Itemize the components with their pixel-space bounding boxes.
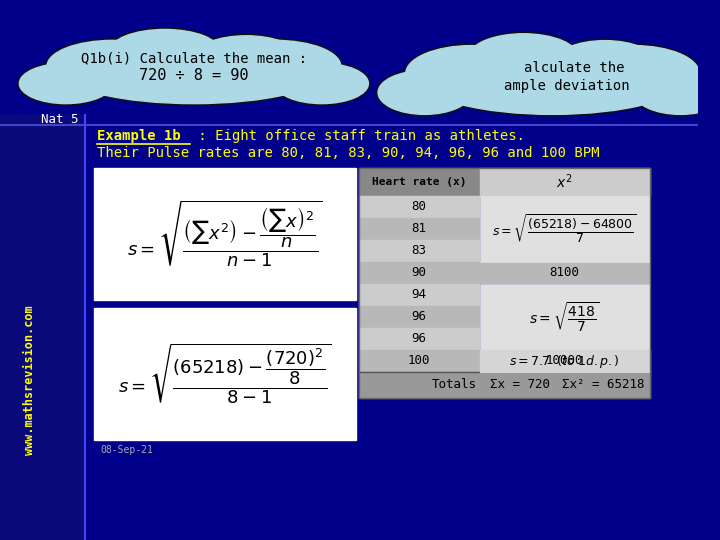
Ellipse shape — [552, 39, 657, 86]
Bar — [480, 350, 649, 372]
Ellipse shape — [47, 40, 178, 92]
Ellipse shape — [210, 40, 341, 92]
Bar — [480, 350, 649, 372]
Ellipse shape — [194, 34, 299, 78]
Text: Totals: Totals — [432, 379, 477, 392]
Text: 80: 80 — [411, 200, 426, 213]
Bar — [94, 168, 356, 300]
Text: 720 ÷ 8 = 90: 720 ÷ 8 = 90 — [139, 69, 248, 84]
Bar — [359, 328, 480, 350]
Text: $s = \sqrt{\dfrac{\left(\sum x^2\right) - \dfrac{\left(\sum x\right)^2}{n}}{n-1}: $s = \sqrt{\dfrac{\left(\sum x^2\right) … — [127, 199, 323, 269]
Text: ample deviation: ample deviation — [504, 79, 630, 93]
Ellipse shape — [569, 45, 699, 102]
Text: 100: 100 — [408, 354, 430, 368]
Ellipse shape — [108, 28, 222, 75]
Text: Heart rate (x): Heart rate (x) — [372, 177, 466, 187]
Ellipse shape — [420, 44, 685, 116]
Ellipse shape — [274, 62, 370, 105]
Bar — [480, 168, 649, 196]
Bar — [359, 168, 480, 196]
Text: 96: 96 — [411, 310, 426, 323]
Text: $s = 7.7 \;\; (to\; 1d.p.)$: $s = 7.7 \;\; (to\; 1d.p.)$ — [509, 353, 620, 369]
Text: 08-Sep-21: 08-Sep-21 — [101, 445, 153, 455]
Ellipse shape — [377, 69, 472, 116]
Bar — [359, 306, 480, 328]
Text: alculate the: alculate the — [523, 61, 624, 75]
Text: : Eight office staff train as athletes.: : Eight office staff train as athletes. — [190, 129, 525, 143]
Text: 96: 96 — [411, 333, 426, 346]
Text: 10000: 10000 — [546, 354, 583, 368]
Ellipse shape — [468, 33, 579, 81]
Ellipse shape — [405, 45, 536, 102]
Bar — [359, 284, 480, 306]
Ellipse shape — [109, 30, 220, 73]
Text: Σx = 720: Σx = 720 — [490, 379, 549, 392]
Ellipse shape — [634, 71, 720, 114]
Ellipse shape — [567, 44, 701, 103]
Text: $s = \sqrt{\dfrac{418}{7}}$: $s = \sqrt{\dfrac{418}{7}}$ — [529, 300, 600, 334]
Ellipse shape — [422, 45, 683, 114]
Bar — [359, 218, 480, 240]
Bar — [359, 196, 480, 218]
Text: www.mathsrevision.com: www.mathsrevision.com — [22, 305, 35, 455]
Ellipse shape — [63, 40, 325, 104]
Ellipse shape — [195, 36, 297, 76]
Text: 94: 94 — [411, 288, 426, 301]
Bar — [480, 284, 649, 350]
Ellipse shape — [61, 39, 326, 105]
Ellipse shape — [467, 32, 580, 83]
Text: 81: 81 — [411, 222, 426, 235]
Ellipse shape — [19, 63, 112, 104]
Text: $s = \sqrt{\dfrac{(65218) - \dfrac{(720)^2}{8}}{8-1}}$: $s = \sqrt{\dfrac{(65218) - \dfrac{(720)… — [118, 341, 332, 407]
Text: Nat 5: Nat 5 — [41, 113, 78, 126]
Bar — [480, 262, 649, 284]
Bar — [94, 308, 356, 440]
Bar — [359, 262, 480, 284]
Text: 83: 83 — [411, 245, 426, 258]
Ellipse shape — [378, 71, 471, 114]
Ellipse shape — [554, 40, 656, 84]
Text: 90: 90 — [411, 267, 426, 280]
Bar — [359, 240, 480, 262]
Bar — [480, 196, 649, 262]
Bar — [359, 168, 649, 398]
Ellipse shape — [18, 62, 114, 105]
Text: $x^2$: $x^2$ — [556, 173, 572, 191]
Ellipse shape — [208, 39, 342, 93]
Text: $s = \sqrt{\dfrac{(65218) - 64800}{7}}$: $s = \sqrt{\dfrac{(65218) - 64800}{7}}$ — [492, 213, 636, 245]
Bar — [0, 115, 85, 540]
Text: 8100: 8100 — [549, 267, 579, 280]
Text: Q1b(i) Calculate the mean :: Q1b(i) Calculate the mean : — [81, 51, 307, 65]
Ellipse shape — [633, 69, 720, 116]
Bar — [359, 372, 649, 398]
Text: Σx² = 65218: Σx² = 65218 — [562, 379, 644, 392]
Ellipse shape — [275, 63, 369, 104]
Text: Example 1b: Example 1b — [97, 129, 181, 143]
Bar — [359, 350, 480, 372]
Ellipse shape — [45, 39, 179, 93]
Ellipse shape — [404, 44, 538, 103]
Text: Their Pulse rates are 80, 81, 83, 90, 94, 96, 96 and 100 BPM: Their Pulse rates are 80, 81, 83, 90, 94… — [97, 146, 600, 160]
